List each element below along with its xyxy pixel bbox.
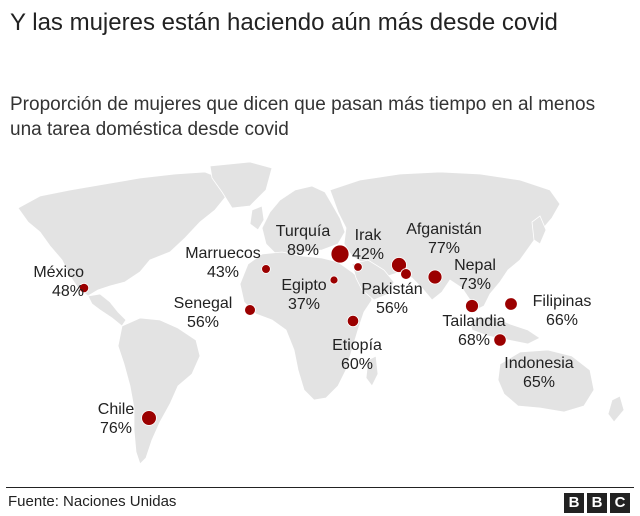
label-tailandia: Tailandia 68% (442, 313, 506, 349)
uk-landmass (249, 205, 265, 231)
north-america-landmass (17, 171, 229, 297)
label-egipto: Egipto 37% (281, 277, 327, 313)
label-irak: Irak 42% (351, 227, 385, 263)
marker-mexico (78, 282, 90, 294)
label-afganistan: Afganistán 77% (406, 221, 482, 257)
greenland-landmass (209, 161, 273, 209)
south-america-landmass (117, 317, 201, 465)
label-nepal: Nepal 73% (454, 257, 496, 293)
bbc-logo-letter: B (564, 493, 584, 513)
madagascar-landmass (365, 355, 379, 387)
marker-nepal (427, 269, 443, 285)
label-turquia: Turquía 89% (275, 223, 331, 259)
label-indonesia: Indonesia 65% (504, 355, 574, 391)
marker-filipinas (504, 297, 518, 311)
label-pakistan: Pakistán 56% (361, 281, 423, 317)
marker-afganistan (391, 257, 407, 273)
marker-tailandia (465, 299, 479, 313)
label-mexico: México 48% (33, 264, 84, 300)
marker-etiopia (346, 314, 360, 328)
source-note: Fuente: Naciones Unidas (8, 493, 177, 510)
label-etiopia: Etiopía 60% (332, 337, 382, 373)
marker-marruecos (261, 264, 271, 274)
bbc-logo: B B C (564, 493, 630, 513)
marker-egipto (329, 275, 339, 285)
label-marruecos: Marruecos 43% (185, 245, 261, 281)
australia-landmass (497, 349, 595, 413)
chart-title: Y las mujeres están haciendo aún más des… (10, 9, 558, 36)
bbc-logo-letter: C (610, 493, 630, 513)
label-senegal: Senegal 56% (173, 295, 233, 331)
africa-landmass (239, 251, 373, 401)
bbc-logo-letter: B (587, 493, 607, 513)
southeast-asia-islands (469, 315, 541, 345)
marker-irak (353, 262, 363, 272)
central-america-landmass (87, 293, 127, 327)
label-filipinas: Filipinas 66% (532, 293, 592, 329)
marker-chile (141, 410, 157, 426)
marker-pakistan (400, 268, 412, 280)
marker-indonesia (493, 333, 507, 347)
arabia-landmass (351, 259, 395, 301)
marker-turquia (330, 244, 350, 264)
new-zealand-landmass (607, 395, 625, 423)
marker-senegal (244, 304, 256, 316)
label-chile: Chile 76% (97, 401, 135, 437)
world-map (17, 161, 625, 465)
footer-divider (6, 487, 634, 488)
chart-subtitle: Proporción de mujeres que dicen que pasa… (10, 94, 596, 140)
japan-landmass (531, 215, 547, 245)
